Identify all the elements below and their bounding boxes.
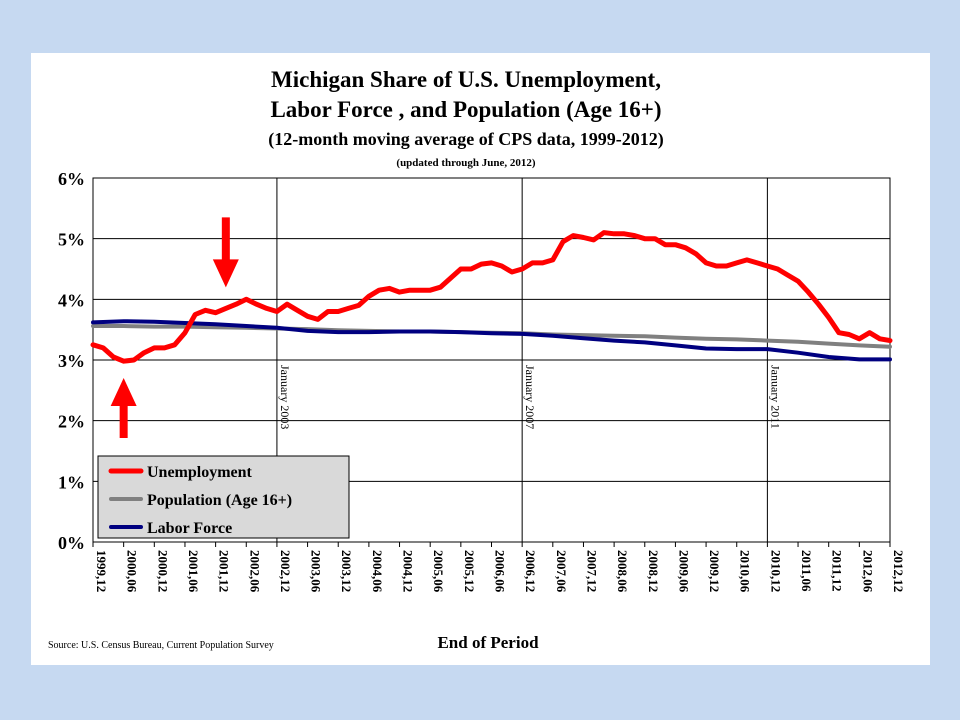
- x-tick-label: 2001,12: [217, 550, 232, 592]
- x-tick-labels: 1999,12 2000,06 2000,12 2001,06 2001,12 2002,…: [94, 550, 906, 593]
- period-marker-label: January 2011: [768, 365, 782, 429]
- x-tick-label: 2009,12: [707, 550, 722, 592]
- chart-slide: Michigan Share of U.S. Unemployment, Lab…: [31, 53, 930, 665]
- x-tick-label: 2003,12: [339, 550, 354, 592]
- x-tick-label: 2007,06: [554, 550, 569, 593]
- period-marker-label: January 2007: [523, 365, 537, 429]
- x-tick-label: 2012,12: [891, 550, 906, 592]
- x-tick-label: 2006,12: [523, 550, 538, 592]
- x-tick-label: 2002,06: [247, 550, 262, 593]
- y-tick-label: 3%: [58, 351, 85, 371]
- chart-title-line-3: (12-month moving average of CPS data, 19…: [268, 129, 663, 150]
- x-tick-label: 2009,06: [676, 550, 691, 593]
- arrow-down-icon: [212, 217, 239, 288]
- period-marker-label: January 2003: [278, 365, 292, 429]
- x-axis-title: End of Period: [437, 633, 539, 652]
- y-tick-label: 2%: [58, 412, 85, 432]
- y-tick-label: 5%: [58, 230, 85, 250]
- chart-svg: Michigan Share of U.S. Unemployment, Lab…: [48, 67, 906, 652]
- x-tick-label: 2011,12: [830, 550, 845, 592]
- period-markers: January 2003 January 2007 January 2011: [276, 178, 782, 542]
- x-tick-label: 2012,06: [860, 550, 875, 593]
- chart-title-line-2: Labor Force , and Population (Age 16+): [270, 97, 661, 122]
- y-tick-label: 6%: [58, 169, 85, 189]
- y-tick-label: 1%: [58, 472, 85, 492]
- x-tick-label: 2005,12: [462, 550, 477, 592]
- series-line-unemployment: [90, 230, 893, 364]
- x-tick-label: 2008,12: [646, 550, 661, 592]
- y-tick-labels: 0% 1% 2% 3% 4% 5% 6%: [58, 169, 85, 553]
- series-lines: [90, 230, 893, 364]
- x-tick-label: 2001,06: [186, 550, 201, 593]
- x-tick-label: 2011,06: [799, 550, 814, 592]
- y-tick-label: 4%: [58, 290, 85, 310]
- x-tick-label: 2006,06: [493, 550, 508, 593]
- x-tick-label: 2010,12: [768, 550, 783, 592]
- legend-label: Unemployment: [147, 464, 253, 481]
- x-tick-label: 2005,06: [431, 550, 446, 593]
- legend-label: Labor Force: [147, 520, 232, 537]
- x-tick-label: 2004,06: [370, 550, 385, 593]
- chart-legend: Unemployment Population (Age 16+) Labor Fo…: [97, 455, 350, 539]
- chart-subtitle: (updated through June, 2012): [396, 157, 535, 169]
- x-tick-label: 2000,06: [125, 550, 140, 593]
- x-tick-label: 2002,12: [278, 550, 293, 592]
- x-tick-label: 2010,06: [738, 550, 753, 593]
- series-line-population-age-16: [91, 324, 892, 349]
- x-tick-label: 1999,12: [94, 550, 109, 592]
- x-tick-label: 2008,06: [615, 550, 630, 593]
- legend-label: Population (Age 16+): [147, 492, 292, 509]
- source-note: Source: U.S. Census Bureau, Current Popu…: [48, 640, 274, 651]
- chart-title-line-1: Michigan Share of U.S. Unemployment,: [271, 67, 661, 92]
- y-tick-label: 0%: [58, 533, 85, 553]
- x-tick-label: 2007,12: [584, 550, 599, 592]
- arrow-up-icon: [110, 378, 137, 438]
- x-tick-label: 2000,12: [155, 550, 170, 592]
- series-line-labor-force: [91, 319, 892, 362]
- annotation-arrows: [110, 217, 239, 438]
- x-tick-label: 2004,12: [401, 550, 416, 592]
- x-tick-label: 2003,06: [309, 550, 324, 593]
